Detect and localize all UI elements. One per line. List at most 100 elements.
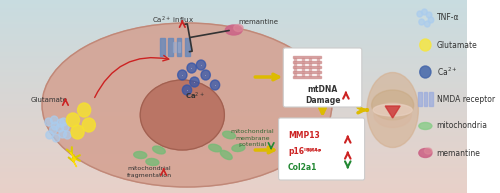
Bar [0,145,468,146]
Bar [0,156,468,157]
Bar [0,117,468,118]
Bar [310,63,312,66]
Bar [0,57,468,58]
Ellipse shape [140,80,224,150]
Ellipse shape [419,148,432,157]
Text: $\cdot$: $\cdot$ [200,63,202,68]
Bar [160,38,164,56]
Bar [0,184,468,185]
Bar [424,92,427,106]
Bar [0,52,468,53]
Text: $\cdot$: $\cdot$ [181,74,184,78]
Bar [0,127,468,128]
Bar [0,85,468,86]
Text: $\cdot$: $\cdot$ [186,89,188,92]
Bar [0,125,468,126]
Bar [0,93,468,94]
Text: MMP13: MMP13 [288,131,320,141]
Bar [0,146,468,147]
Bar [292,71,320,73]
Bar [0,154,468,155]
Bar [0,175,468,176]
Circle shape [187,63,196,73]
Bar [0,14,468,15]
Bar [0,107,468,108]
Bar [0,102,468,103]
Text: $\cdot$: $\cdot$ [204,74,207,78]
Circle shape [420,39,431,51]
Bar [0,187,468,188]
Ellipse shape [220,151,232,159]
Bar [0,12,468,13]
Bar [0,163,468,164]
Bar [0,180,468,181]
Bar [302,73,304,76]
FancyBboxPatch shape [284,48,362,107]
Bar [0,111,468,112]
Bar [0,6,468,7]
Text: p16ᴵᴺᴻᴬᵃ: p16ᴵᴺᴻᴬᵃ [288,147,322,157]
Text: $\cdot$: $\cdot$ [214,84,216,87]
Bar [302,68,304,71]
Circle shape [57,119,64,127]
Bar [0,35,468,36]
Circle shape [64,131,71,139]
Bar [0,106,468,107]
Bar [294,58,296,61]
Bar [292,56,320,58]
Bar [0,99,468,100]
Bar [0,153,468,154]
Bar [0,64,468,65]
Bar [317,63,319,66]
Bar [0,185,468,186]
Bar [0,182,468,183]
Bar [0,126,468,127]
Bar [0,15,468,16]
Bar [0,83,468,84]
Circle shape [182,85,192,95]
Bar [0,62,468,63]
Circle shape [52,134,60,142]
Bar [0,169,468,170]
Bar [0,151,468,152]
Bar [0,10,468,11]
Circle shape [78,103,90,117]
Bar [0,148,468,149]
Bar [0,190,468,191]
Text: mitochondrial
membrane
potential: mitochondrial membrane potential [230,129,274,147]
Bar [0,34,468,35]
Bar [0,48,468,49]
Bar [0,160,468,161]
Bar [0,8,468,9]
Circle shape [210,80,220,90]
Bar [0,73,468,74]
Bar [0,28,468,29]
Circle shape [420,66,431,78]
Bar [0,3,468,4]
Bar [0,40,468,41]
Text: $\cdot$: $\cdot$ [190,67,193,70]
Bar [0,144,468,145]
Circle shape [71,125,84,139]
Bar [0,139,468,140]
Text: mitochondrial
fragmentation: mitochondrial fragmentation [127,166,172,178]
Circle shape [196,60,205,70]
Circle shape [50,126,57,134]
Bar [0,105,468,106]
Bar [0,101,468,102]
Bar [0,112,468,113]
Bar [0,18,468,19]
Bar [0,41,468,42]
Bar [0,95,468,96]
Bar [0,177,468,178]
Bar [0,23,468,24]
Bar [0,60,468,61]
Bar [0,171,468,172]
Bar [0,72,468,73]
Ellipse shape [424,148,432,154]
Bar [0,120,468,121]
Circle shape [52,122,59,130]
Circle shape [201,70,210,80]
Bar [0,7,468,8]
Bar [0,114,468,115]
